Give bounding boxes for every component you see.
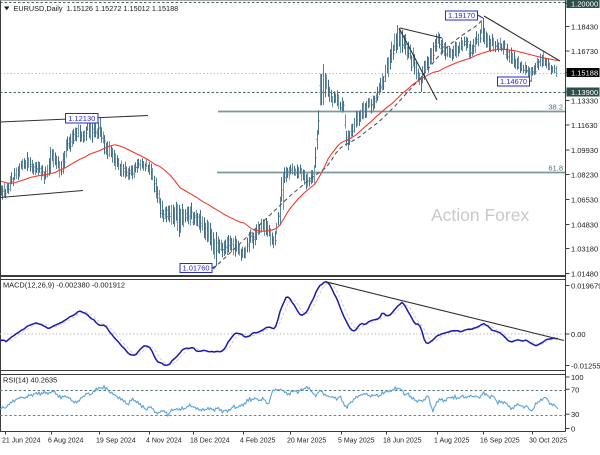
svg-text:Action Forex: Action Forex [431, 205, 529, 225]
svg-text:6 Aug 2024: 6 Aug 2024 [48, 438, 84, 445]
svg-text:1.04830: 1.04830 [571, 221, 598, 230]
svg-text:1.15188: 1.15188 [571, 69, 598, 78]
svg-text:1.18430: 1.18430 [571, 23, 598, 32]
svg-text:1.14670: 1.14670 [500, 77, 527, 86]
svg-text:1.11630: 1.11630 [571, 121, 598, 130]
svg-text:1 Aug 2025: 1 Aug 2025 [434, 438, 470, 445]
svg-text:0.00: 0.00 [571, 330, 586, 339]
svg-text:1.13330: 1.13330 [571, 97, 598, 106]
svg-text:1.13900: 1.13900 [571, 88, 598, 97]
svg-text:1.19170: 1.19170 [448, 11, 475, 20]
svg-text:0: 0 [571, 425, 575, 434]
svg-text:1.06530: 1.06530 [571, 196, 598, 205]
svg-text:100: 100 [571, 373, 584, 382]
svg-text:18 Jun 2025: 18 Jun 2025 [383, 438, 422, 445]
svg-text:4 Nov 2024: 4 Nov 2024 [146, 438, 182, 445]
svg-text:0.019679: 0.019679 [571, 282, 600, 291]
svg-text:1.09930: 1.09930 [571, 146, 598, 155]
svg-text:4 Feb 2025: 4 Feb 2025 [240, 438, 276, 445]
svg-text:30 Oct 2025: 30 Oct 2025 [529, 438, 567, 445]
svg-text:MACD(12,26,9) -0.002380 -0.001: MACD(12,26,9) -0.002380 -0.001912 [3, 281, 125, 290]
svg-text:61.8: 61.8 [548, 164, 563, 173]
svg-text:1.20000: 1.20000 [571, 0, 598, 9]
svg-text:1.08230: 1.08230 [571, 171, 598, 180]
svg-text:70: 70 [571, 385, 579, 394]
svg-text:-0.012552: -0.012552 [571, 362, 600, 371]
svg-text:5 May 2025: 5 May 2025 [338, 438, 375, 445]
svg-text:16 Sep 2025: 16 Sep 2025 [480, 438, 520, 445]
svg-text:1.16730: 1.16730 [571, 47, 598, 56]
svg-text:20 Mar 2025: 20 Mar 2025 [287, 438, 326, 445]
svg-text:21 Jun 2024: 21 Jun 2024 [2, 438, 41, 445]
svg-text:19 Sep 2024: 19 Sep 2024 [96, 438, 136, 445]
svg-text:1.01480: 1.01480 [571, 270, 598, 279]
svg-text:1.03180: 1.03180 [571, 245, 598, 254]
svg-text:38.2: 38.2 [548, 103, 563, 112]
svg-text:30: 30 [571, 410, 579, 419]
svg-text:1.12130: 1.12130 [68, 114, 95, 123]
svg-text:RSI(14) 40.2635: RSI(14) 40.2635 [3, 376, 57, 385]
svg-text:1.01760: 1.01760 [182, 264, 209, 273]
svg-text:18 Dec 2024: 18 Dec 2024 [190, 438, 230, 445]
svg-text:EURUSD,Daily 1.15126 1.15272: EURUSD,Daily 1.15126 1.15272 1.15012 1.1… [14, 4, 179, 13]
